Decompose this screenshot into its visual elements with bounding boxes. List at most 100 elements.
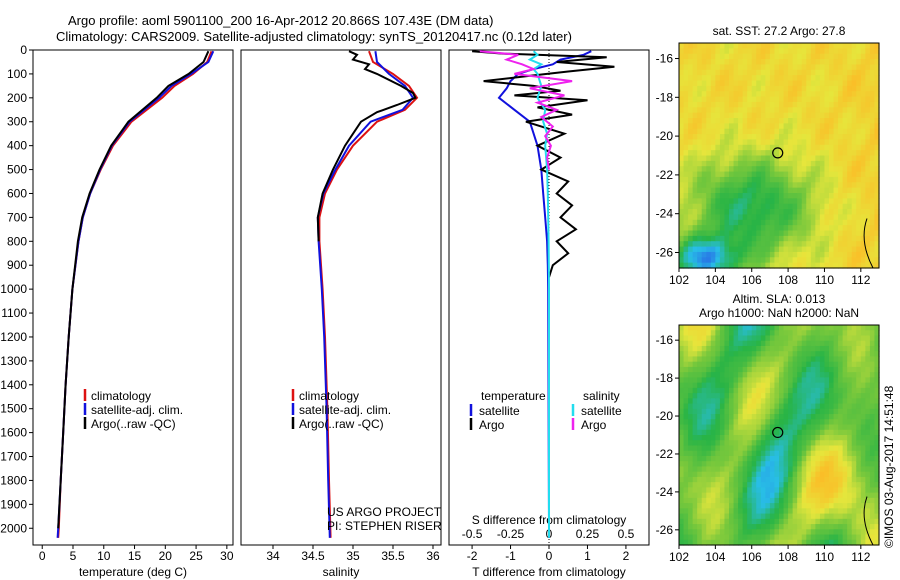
map-cell — [847, 107, 853, 114]
map-cell — [869, 187, 876, 194]
map-cell — [706, 118, 712, 124]
map-cell — [869, 59, 876, 66]
map-cell — [838, 361, 844, 368]
map-cell — [765, 96, 771, 103]
map-cell — [688, 182, 694, 189]
map-cell — [756, 450, 762, 457]
map-cell — [829, 69, 835, 76]
map-cell — [838, 209, 844, 216]
map-cell — [742, 440, 748, 447]
map-cell — [733, 171, 739, 178]
map-cell — [701, 403, 707, 410]
map-cell — [792, 387, 798, 394]
map-cell — [747, 408, 753, 415]
map-cell — [756, 476, 762, 483]
map-cell — [765, 471, 771, 478]
map-cell — [783, 123, 789, 130]
map-cell — [874, 107, 880, 114]
map-cell — [792, 476, 798, 483]
map-cell — [856, 59, 862, 66]
map-cell — [733, 518, 739, 525]
map-cell — [851, 361, 857, 368]
map-cell — [856, 107, 862, 114]
map-cell — [692, 155, 698, 162]
map-cell — [783, 235, 789, 242]
map-cell — [792, 182, 798, 189]
map-cell — [860, 387, 866, 394]
map-cell — [683, 508, 689, 515]
map-cell — [742, 257, 748, 264]
map-cell — [738, 139, 744, 146]
map-cell — [765, 455, 771, 462]
lon-tick-label: 108 — [778, 273, 798, 287]
map-cell — [688, 101, 694, 108]
map-cell — [847, 419, 853, 426]
map-cell — [733, 361, 739, 368]
map-cell — [819, 43, 826, 49]
map-cell — [769, 134, 776, 141]
map-cell — [751, 214, 757, 221]
map-cell — [874, 382, 880, 389]
map-cell — [679, 466, 685, 473]
map-cell — [747, 257, 753, 264]
map-cell — [856, 361, 862, 368]
map-cell — [824, 209, 830, 216]
map-cell — [801, 123, 807, 130]
map-cell — [788, 366, 794, 373]
map-cell — [819, 112, 826, 119]
map-cell — [824, 398, 830, 405]
map-cell — [769, 219, 776, 226]
map-cell — [865, 335, 871, 342]
map-cell — [851, 112, 857, 119]
map-cell — [788, 408, 794, 415]
map-cell — [738, 101, 744, 108]
map-cell — [779, 198, 785, 205]
map-cell — [783, 193, 789, 199]
map-cell — [810, 225, 816, 232]
map-cell — [683, 187, 689, 194]
map-cell — [847, 171, 853, 178]
map-cell — [751, 150, 757, 157]
map-cell — [874, 476, 880, 483]
map-cell — [751, 43, 757, 49]
map-cell — [688, 539, 694, 546]
map-cell — [801, 241, 807, 248]
map-cell — [810, 351, 816, 358]
map-cell — [747, 377, 753, 384]
map-cell — [733, 377, 739, 384]
map-cell — [706, 534, 712, 541]
map-cell — [729, 75, 735, 82]
map-cell — [688, 80, 694, 87]
map-cell — [869, 524, 876, 530]
map-cell — [729, 466, 735, 473]
map-cell — [774, 529, 780, 536]
map-cell — [815, 387, 821, 394]
map-cell — [719, 356, 726, 363]
map-cell — [688, 325, 694, 331]
map-cell — [806, 176, 812, 183]
map-cell — [824, 492, 830, 499]
map-cell — [724, 424, 730, 431]
map-cell — [738, 482, 744, 488]
map-cell — [847, 166, 853, 173]
map-cell — [833, 440, 839, 447]
map-cell — [747, 118, 753, 124]
map-cell — [692, 429, 698, 436]
map-cell — [729, 377, 735, 384]
map-cell — [819, 246, 826, 253]
map-cell — [829, 393, 835, 399]
map-cell — [774, 219, 780, 226]
map-cell — [851, 64, 857, 71]
map-cell — [851, 91, 857, 98]
map-cell — [865, 445, 871, 452]
map-cell — [815, 118, 821, 124]
map-cell — [788, 398, 794, 405]
map-cell — [729, 59, 735, 66]
map-cell — [692, 393, 698, 399]
map-cell — [701, 101, 707, 108]
map-cell — [679, 107, 685, 114]
map-cell — [747, 214, 753, 221]
map-cell — [810, 209, 816, 216]
map-cell — [842, 241, 848, 248]
map-cell — [874, 166, 880, 173]
